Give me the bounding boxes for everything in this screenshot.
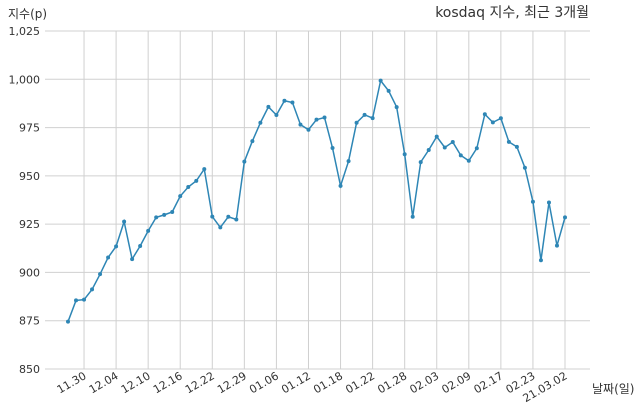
data-point [522,165,527,170]
data-point [554,243,559,248]
data-point [338,183,343,188]
data-point [354,120,359,125]
y-axis-ticks: 850 875 900 925 950 975 1,000 1,025 [9,25,41,376]
data-point [434,134,439,139]
x-axis-ticks: 11.3012.0412.1012.1612.2212.2901.0601.12… [55,369,570,405]
data-point [530,199,535,204]
data-point [386,88,391,93]
data-point [306,127,311,132]
data-point [130,257,135,262]
data-point [378,78,383,83]
data-point [298,122,303,127]
data-point [234,217,239,222]
series-line [67,78,566,322]
data-point [546,200,551,205]
data-point [258,120,263,125]
data-point [490,120,495,125]
x-tick-label: 01.06 [247,369,281,396]
data-point [330,146,335,151]
y-tick-label: 900 [19,266,40,279]
data-point [194,178,199,183]
y-axis-label: 지수(p) [8,7,47,21]
data-point [346,159,351,164]
data-point [450,140,455,145]
data-point [250,139,255,144]
x-tick-label: 12.04 [87,369,121,396]
data-point [362,112,367,117]
x-tick-label: 01.18 [311,369,345,396]
y-tick-label: 875 [19,315,40,328]
grid-lines [45,30,590,370]
data-point [90,287,95,292]
data-point [474,146,479,151]
data-point [458,153,463,158]
x-axis-label: 날짜(일) [592,382,634,396]
x-tick-label: 11.30 [55,369,89,396]
data-point [426,147,431,152]
data-point [122,219,127,224]
data-point [114,244,119,249]
x-tick-label: 12.29 [215,369,249,396]
data-point [242,159,247,164]
data-point [506,139,511,144]
data-point [82,297,87,302]
data-point [402,152,407,157]
data-point [162,212,167,217]
data-point [410,214,415,219]
y-tick-label: 925 [19,218,40,231]
data-point [218,225,223,230]
y-tick-label: 975 [19,122,40,135]
y-tick-label: 1,025 [9,25,41,38]
data-point [66,319,70,324]
x-tick-label: 02.09 [440,369,474,396]
data-point [370,116,375,121]
x-tick-label: 01.12 [279,369,313,396]
data-point [394,105,399,110]
data-point [106,255,111,260]
data-point [314,117,319,122]
series-points [66,78,567,324]
data-point [442,145,447,150]
x-tick-label: 12.10 [119,369,153,396]
data-point [146,228,151,233]
data-point [226,214,231,219]
data-point [498,116,503,121]
y-tick-label: 850 [19,363,40,376]
x-tick-label: 12.16 [151,369,185,396]
data-point [74,298,79,303]
data-point [210,214,215,219]
data-point [482,112,487,117]
data-point [154,215,159,220]
data-point [266,104,271,109]
data-point [202,167,207,172]
data-point [178,194,183,199]
data-point [322,115,327,120]
x-tick-label: 02.17 [472,369,506,396]
data-point [466,158,471,163]
data-point [282,98,287,103]
x-tick-label: 02.03 [407,369,441,396]
data-point [98,272,103,277]
data-point [514,144,519,149]
data-point [138,243,143,248]
y-tick-label: 1,000 [9,73,41,86]
data-point [274,113,279,118]
x-tick-label: 12.22 [183,369,217,396]
data-point [418,160,423,165]
data-point [290,100,295,105]
data-point [538,258,543,263]
data-point [170,209,175,214]
x-tick-label: 01.28 [375,369,409,396]
chart-title: kosdaq 지수, 최근 3개월 [435,5,589,21]
x-tick-label: 01.22 [343,369,377,396]
y-tick-label: 950 [19,170,40,183]
data-point [563,215,567,220]
data-point [186,185,191,190]
